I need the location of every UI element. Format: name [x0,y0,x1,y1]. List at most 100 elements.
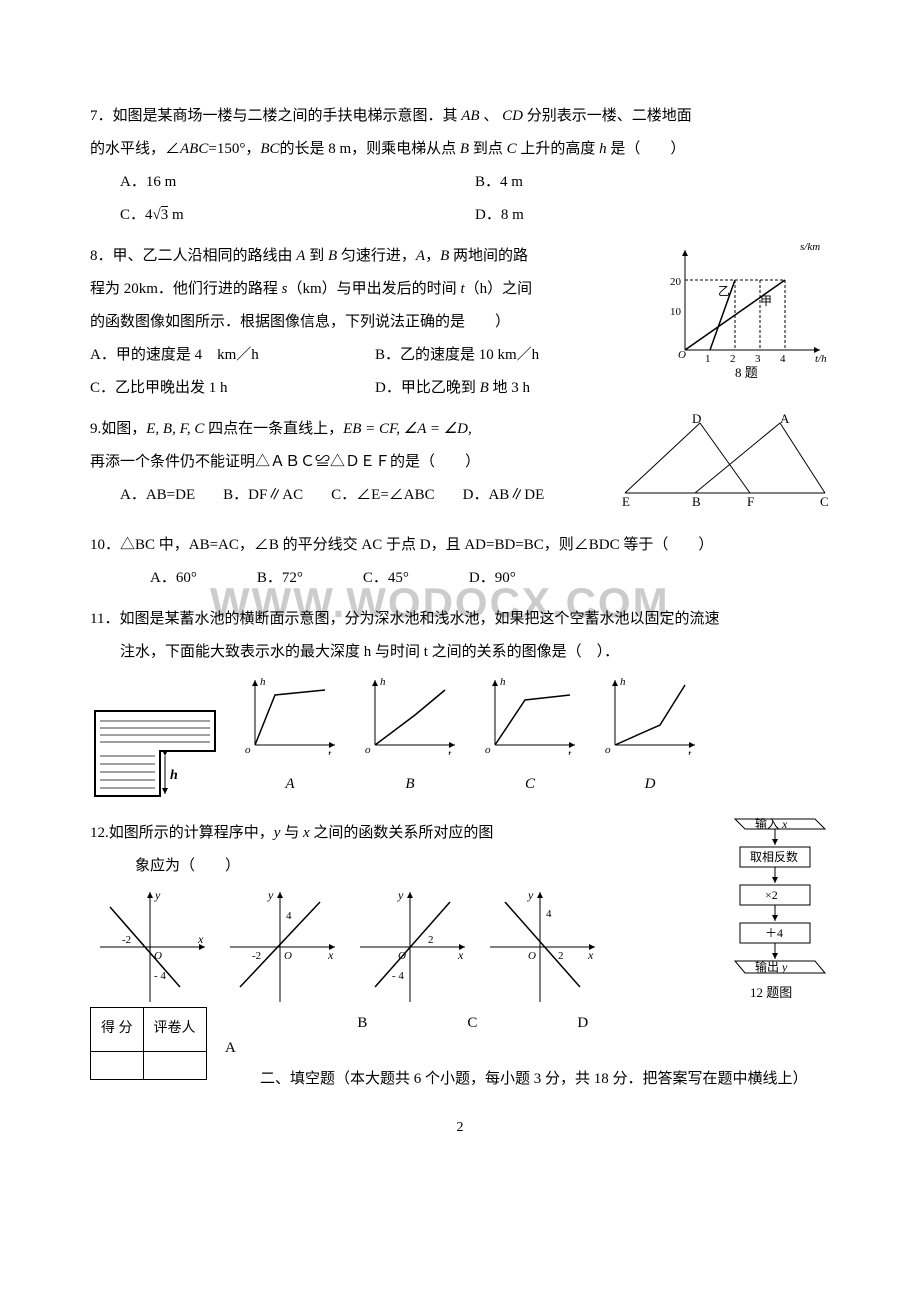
q10-options: A．60° B．72° C．45° D．90° [90,562,830,595]
q12-flowchart: 输入 x 取相反数 ×2 ＋4 输出 y 12 题图 [720,817,830,1058]
svg-text:t: t [448,748,452,755]
q11-optc-wrap: h t o C [480,675,580,801]
q9-optd: D．AB∥DE [463,479,545,512]
svg-text:s/km: s/km [800,241,820,253]
q8-line3: 的函数图像如图所示．根据图像信息，下列说法正确的是 ） [90,306,660,339]
score-b: 评卷人 [143,1008,206,1052]
q10-opta: A．60° [150,562,197,595]
q12-optc: C [467,1007,477,1040]
svg-text:×2: ×2 [765,888,778,902]
q9-l1b: 四点在一条直线上， [208,421,343,437]
q8-line1: 8．甲、乙二人沿相同的路线由 A 到 B 匀速行进，A，B 两地间的路 [90,240,660,273]
q12-l1a: 12.如图所示的计算程序中， [90,825,274,841]
q7-line2: 的水平线，∠ABC=150°，BC的长是 8 m，则乘电梯从点 B 到点 C 上… [90,133,830,166]
q11-opta-label: A [240,768,340,801]
q8-l2b: （km）与甲出发后的时间 [288,281,457,297]
q7-t7: 上升的高度 [520,141,595,157]
q7-bc: BC [260,141,279,157]
q9-line2: 再添一个条件仍不能证明△ＡＢＣ≌△ＤＥＦ的是（ ） [90,446,620,479]
q7-optc-pre: C． [120,207,145,223]
svg-text:O: O [528,950,536,962]
q7-optc-rad: 3 [161,206,169,223]
q7-optb: B．4 m [475,166,830,199]
q9-options: A．AB=DE B．DF∥AC C．∠E=∠ABC D．AB∥DE [90,479,620,512]
svg-text:8 题: 8 题 [735,365,758,380]
q7-t5: 的长是 8 m，则乘电梯从点 [280,141,457,157]
q9-line1: 9.如图，E, B, F, C 四点在一条直线上，EB = CF, ∠A = ∠… [90,413,620,446]
q11-opta-svg: h t o [240,675,340,755]
question-12: 12.如图所示的计算程序中，y 与 x 之间的函数关系所对应的图 象应为（ ） … [90,817,830,1113]
q7-opta: A．16 m [120,166,475,199]
svg-text:O: O [398,950,406,962]
q7-t3: 的水平线，∠ [90,141,180,157]
q7-t2: 分别表示一楼、二楼地面 [527,108,692,124]
svg-text:E: E [622,494,630,508]
q11-figures: h h t o A h t o B [90,675,830,801]
svg-text:x: x [327,948,334,962]
q7-optd: D．8 m [475,199,830,232]
svg-text:x: x [587,948,594,962]
q8-line2: 程为 20km．他们行进的路程 s（km）与甲出发后的时间 t（h）之间 [90,273,660,306]
q7-abc: ABC [180,141,208,157]
svg-text:-2: -2 [122,934,131,946]
svg-text:h: h [500,676,506,688]
q8-l2a: 程为 20km．他们行进的路程 [90,281,278,297]
q12-y: y [274,825,281,841]
svg-text:x: x [197,932,204,946]
svg-text:甲: 甲 [760,294,772,308]
svg-text:＋4: ＋4 [765,926,783,940]
q11-optc-svg: h t o [480,675,580,755]
q10-optd: D．90° [469,562,516,595]
svg-text:t: t [688,748,692,755]
svg-text:-2: -2 [252,950,261,962]
svg-text:O: O [678,349,686,361]
svg-text:o: o [245,744,251,755]
q10-optb: B．72° [257,562,303,595]
question-7: 7．如图是某商场一楼与二楼之间的手扶电梯示意图．其 AB 、 CD 分别表示一楼… [90,100,830,232]
q8-b2: B [440,248,449,264]
q9-svg: E B F C D A [620,413,830,508]
q12-row: 12.如图所示的计算程序中，y 与 x 之间的函数关系所对应的图 象应为（ ） … [90,817,830,1113]
svg-text:h: h [380,676,386,688]
q7-c: C [507,141,517,157]
svg-text:1: 1 [705,353,711,365]
svg-text:- 4: - 4 [154,970,166,982]
q8-text: 8．甲、乙二人沿相同的路线由 A 到 B 匀速行进，A，B 两地间的路 程为 2… [90,240,660,405]
q9-figure: E B F C D A [620,413,830,521]
q12-opt-labels: A B C D [237,1007,721,1040]
q7-t8: 是（ ） [610,141,685,157]
q12-l1c: 之间的函数关系所对应的图 [313,825,493,841]
score-a: 得 分 [91,1008,144,1052]
q11-optc-label: C [480,768,580,801]
q8-optd-a: D．甲比乙晚到 [375,380,476,396]
q7-ab: AB [461,108,479,124]
svg-text:O: O [284,950,292,962]
q11-optb-svg: h t o [360,675,460,755]
q8-opta: A．甲的速度是 4 km／h [90,339,375,372]
q8-b: B [328,248,337,264]
svg-text:t: t [568,748,572,755]
q11-optd-svg: h t o [600,675,700,755]
q12-opta-label: A [225,1032,245,1065]
svg-text:h: h [170,768,178,783]
q11-optd-label: D [600,768,700,801]
svg-text:h: h [620,676,626,688]
q12-l1b: 与 [284,825,299,841]
q9-l1a: 9.如图， [90,421,146,437]
q9-opta: A．AB=DE [120,479,195,512]
q12-optb: B [357,1007,367,1040]
svg-text:3: 3 [755,353,761,365]
svg-text:h: h [260,676,266,688]
q10-optc: C．45° [363,562,409,595]
q12-optd: D [577,1007,588,1040]
q9-eq: EB = CF, ∠A = ∠D, [343,421,472,437]
q12-gc: y x O 2 - 4 [350,887,470,1007]
svg-text:10: 10 [670,306,682,318]
svg-text:o: o [605,744,611,755]
q7-t6: 到点 [473,141,503,157]
q7-t4: =150°， [208,141,260,157]
q7-line1: 7．如图是某商场一楼与二楼之间的手扶电梯示意图．其 AB 、 CD 分别表示一楼… [90,100,830,133]
q8-l1a: 8．甲、乙二人沿相同的路线由 [90,248,293,264]
svg-text:4: 4 [780,353,786,365]
q11-optb-wrap: h t o B [360,675,460,801]
